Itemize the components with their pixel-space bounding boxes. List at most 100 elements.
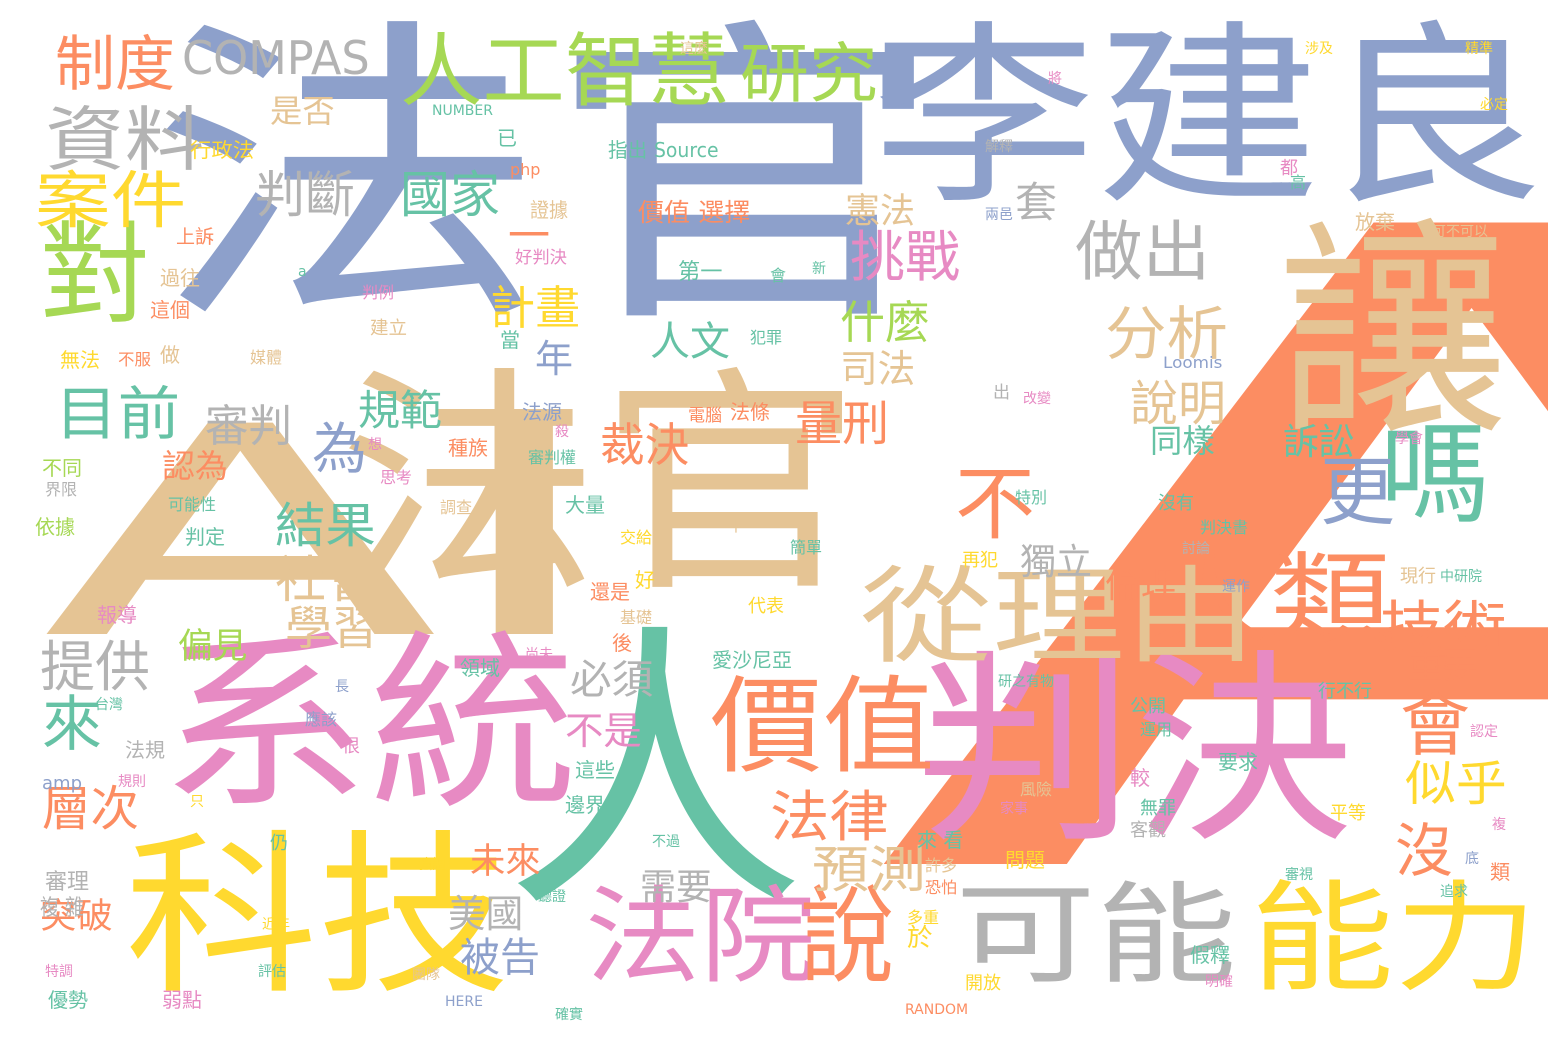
cloud-word: 家事 bbox=[1000, 801, 1028, 817]
cloud-word: 應該 bbox=[305, 710, 338, 729]
cloud-word: Source bbox=[654, 138, 719, 162]
cloud-word: 類 bbox=[1490, 860, 1510, 884]
cloud-word: 界限 bbox=[45, 480, 78, 499]
cloud-word: 認為 bbox=[162, 447, 228, 485]
cloud-word: 審理 bbox=[45, 870, 90, 895]
cloud-word: 人類 bbox=[1150, 541, 1390, 658]
cloud-word: 不 bbox=[955, 458, 1035, 551]
cloud-word: 年 bbox=[535, 337, 574, 381]
cloud-word: 審判 bbox=[205, 401, 293, 452]
cloud-word: 現行 bbox=[1400, 566, 1436, 587]
cloud-word: 不過 bbox=[652, 834, 680, 850]
cloud-word: 人工智慧 bbox=[400, 25, 730, 118]
cloud-word: 後 bbox=[612, 631, 632, 655]
cloud-word: 研之有物 bbox=[998, 674, 1054, 690]
cloud-word: 已 bbox=[497, 126, 517, 150]
cloud-word: NUMBER bbox=[432, 103, 493, 119]
cloud-word: 於 bbox=[907, 923, 933, 952]
cloud-word: 需要 bbox=[640, 867, 713, 908]
cloud-word: Loomis bbox=[1163, 353, 1223, 372]
cloud-word: 能力 bbox=[1250, 870, 1538, 1009]
cloud-word: 弱點 bbox=[162, 988, 202, 1012]
cloud-word: 裁決 bbox=[600, 418, 690, 472]
cloud-word: 必須 bbox=[570, 657, 654, 703]
cloud-word: 恐怕 bbox=[925, 878, 958, 897]
cloud-word: 底 bbox=[1465, 851, 1479, 867]
cloud-word: 不是 bbox=[565, 709, 642, 753]
cloud-word: 兩邑 bbox=[985, 207, 1013, 223]
cloud-word: 這麼 bbox=[680, 41, 708, 57]
cloud-word: 判決 bbox=[915, 633, 1354, 871]
cloud-word: 新 bbox=[812, 261, 826, 277]
cloud-word: 研究 bbox=[740, 37, 878, 112]
cloud-word: 追求 bbox=[1440, 884, 1468, 900]
cloud-word: 都 bbox=[1280, 158, 1298, 179]
cloud-word: 挑戰 bbox=[850, 225, 961, 289]
cloud-word: 這些 bbox=[575, 758, 615, 782]
cloud-word: 優勢 bbox=[48, 988, 88, 1012]
cloud-word: 較 bbox=[1130, 766, 1150, 790]
cloud-word: 行不行 bbox=[1318, 681, 1372, 702]
cloud-word: 大量 bbox=[565, 493, 605, 517]
cloud-word: 媒體 bbox=[250, 348, 283, 367]
cloud-word: 上訴 bbox=[176, 226, 215, 248]
cloud-word: 評估 bbox=[258, 964, 286, 980]
cloud-word: 審判權 bbox=[528, 448, 577, 467]
cloud-word: 國家 bbox=[400, 166, 500, 224]
cloud-word: 員 bbox=[1435, 654, 1449, 670]
cloud-word: COMPAS bbox=[182, 31, 370, 85]
cloud-word: 嗎 bbox=[1380, 411, 1490, 539]
cloud-word: 來 看 bbox=[917, 828, 964, 852]
cloud-word: 好判決 bbox=[515, 248, 568, 268]
cloud-word: 一 bbox=[508, 211, 551, 260]
cloud-word: 尚未 bbox=[525, 647, 553, 663]
cloud-word: 計畫 bbox=[490, 281, 581, 335]
cloud-word: 不服 bbox=[118, 350, 151, 369]
cloud-word: 資料 bbox=[45, 99, 205, 181]
cloud-word: 規則 bbox=[118, 774, 146, 790]
cloud-word: amp bbox=[42, 773, 82, 794]
cloud-word: 領域 bbox=[460, 656, 500, 680]
cloud-word: 還是 bbox=[590, 580, 630, 604]
cloud-word: 價值 bbox=[710, 666, 935, 788]
cloud-word: 殺 bbox=[555, 424, 569, 440]
cloud-word: AI bbox=[42, 366, 610, 703]
cloud-word: 確實 bbox=[555, 1007, 583, 1023]
cloud-word: 許多 bbox=[925, 856, 958, 875]
cloud-word: 法官 bbox=[150, 0, 944, 366]
cloud-word: 做出 bbox=[1075, 215, 1211, 290]
cloud-word: 偏見 bbox=[178, 627, 248, 667]
cloud-word: 複 bbox=[1492, 817, 1506, 833]
cloud-word: 更 bbox=[1320, 448, 1396, 536]
cloud-word: 人 bbox=[505, 600, 805, 949]
cloud-word: 法官 bbox=[338, 348, 862, 625]
cloud-word: 好 bbox=[635, 568, 655, 592]
cloud-word: 第一 bbox=[678, 260, 723, 285]
cloud-word: 證據 bbox=[530, 198, 568, 222]
cloud-word: 法源 bbox=[522, 400, 562, 424]
cloud-word: 思考 bbox=[380, 468, 413, 487]
cloud-word: 同樣 bbox=[1150, 422, 1215, 460]
cloud-word: 公開 bbox=[1130, 696, 1166, 717]
cloud-word: 客觀 bbox=[1130, 820, 1166, 841]
cloud-word: 社會 bbox=[275, 551, 377, 609]
cloud-word: 結果 bbox=[275, 498, 376, 554]
cloud-word: 無法 bbox=[60, 348, 100, 372]
cloud-word: 可不可以 bbox=[1432, 224, 1488, 240]
cloud-word: 會 bbox=[770, 266, 787, 285]
cloud-word: 無罪 bbox=[1140, 798, 1176, 819]
cloud-word: 電腦 bbox=[688, 406, 722, 426]
cloud-word: 制度 bbox=[55, 30, 175, 100]
cloud-word: 憲法 bbox=[845, 192, 916, 232]
cloud-word: 判斷 bbox=[255, 166, 355, 224]
cloud-word: 精準 bbox=[1465, 41, 1493, 57]
cloud-word: 科技 bbox=[125, 816, 510, 1019]
cloud-word: 審視 bbox=[1285, 867, 1313, 883]
cloud-word: 基礎 bbox=[620, 608, 653, 627]
cloud-word: 開放 bbox=[965, 973, 1001, 994]
cloud-word: 目前 bbox=[55, 380, 181, 448]
cloud-word: 仍 bbox=[270, 833, 288, 854]
cloud-word: 重要 bbox=[1408, 647, 1479, 687]
cloud-word: 特調 bbox=[45, 964, 73, 980]
